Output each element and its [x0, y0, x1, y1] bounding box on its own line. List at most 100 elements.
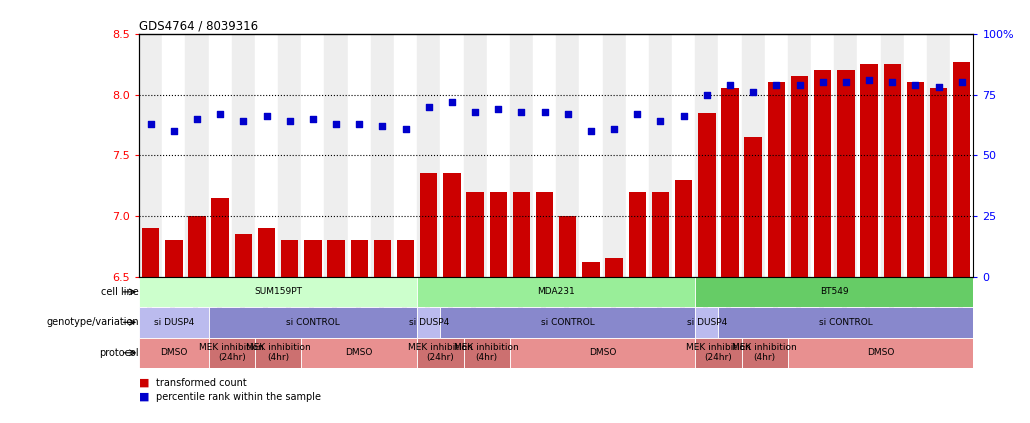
Text: si CONTROL: si CONTROL [286, 318, 340, 327]
Bar [163, 34, 185, 277]
Text: cell line: cell line [101, 287, 139, 297]
Point [351, 120, 368, 127]
Bar [791, 76, 809, 277]
Point [907, 82, 924, 88]
Bar [281, 240, 299, 277]
Point [281, 118, 298, 125]
Bar [652, 192, 670, 277]
Bar [742, 34, 764, 277]
Point [606, 125, 622, 132]
Bar [695, 307, 718, 338]
Text: DMSO: DMSO [867, 348, 894, 357]
Point [768, 82, 785, 88]
Bar [142, 228, 160, 277]
Bar [208, 34, 232, 277]
Bar [301, 338, 417, 368]
Text: si DUSP4: si DUSP4 [409, 318, 449, 327]
Bar [420, 173, 438, 277]
Bar [165, 240, 182, 277]
Bar [582, 262, 599, 277]
Point [629, 110, 646, 117]
Point [305, 115, 321, 122]
Bar [860, 64, 878, 277]
Bar [443, 173, 460, 277]
Bar [350, 240, 368, 277]
Bar [440, 34, 464, 277]
Bar [211, 198, 229, 277]
Bar [884, 64, 901, 277]
Text: percentile rank within the sample: percentile rank within the sample [156, 392, 320, 402]
Text: BT549: BT549 [820, 287, 849, 297]
Bar [464, 34, 486, 277]
Text: MEK inhibition
(4hr): MEK inhibition (4hr) [732, 343, 797, 362]
Text: MEK inhibition
(4hr): MEK inhibition (4hr) [454, 343, 519, 362]
Bar [906, 82, 924, 277]
Point [861, 77, 878, 83]
Bar [930, 88, 948, 277]
Point [513, 108, 529, 115]
Text: si DUSP4: si DUSP4 [687, 318, 727, 327]
Bar [857, 34, 881, 277]
Text: si DUSP4: si DUSP4 [153, 318, 194, 327]
Point [444, 99, 460, 105]
Bar [139, 277, 417, 307]
Bar [235, 234, 252, 277]
Bar [556, 34, 579, 277]
Point [212, 110, 229, 117]
Bar [513, 192, 530, 277]
Bar [417, 34, 441, 277]
Bar [139, 307, 208, 338]
Point [791, 82, 808, 88]
Text: transformed count: transformed count [156, 378, 246, 388]
Bar [764, 34, 788, 277]
Text: DMSO: DMSO [160, 348, 187, 357]
Bar [371, 34, 393, 277]
Bar [397, 240, 414, 277]
Bar [927, 34, 950, 277]
Bar [950, 34, 973, 277]
Text: ■: ■ [139, 378, 149, 388]
Text: MEK inhibition
(4hr): MEK inhibition (4hr) [246, 343, 310, 362]
Point [815, 79, 831, 86]
Point [467, 108, 483, 115]
Bar [718, 34, 742, 277]
Bar [788, 338, 973, 368]
Point [188, 115, 205, 122]
Bar [301, 34, 324, 277]
Bar [695, 338, 742, 368]
Point [398, 125, 414, 132]
Bar [393, 34, 417, 277]
Bar [486, 34, 510, 277]
Bar [232, 34, 255, 277]
Bar [536, 192, 553, 277]
Bar [718, 307, 973, 338]
Point [698, 91, 715, 98]
Bar [208, 338, 255, 368]
Bar [510, 34, 534, 277]
Bar [534, 34, 556, 277]
Bar [953, 62, 970, 277]
Bar [904, 34, 927, 277]
Point [559, 110, 576, 117]
Bar [510, 338, 695, 368]
Bar [559, 216, 577, 277]
Bar [742, 338, 788, 368]
Point [837, 79, 854, 86]
Text: protocol: protocol [100, 348, 139, 358]
Text: si CONTROL: si CONTROL [541, 318, 594, 327]
Text: MDA231: MDA231 [538, 287, 575, 297]
Bar [324, 34, 347, 277]
Bar [837, 70, 855, 277]
Point [722, 82, 739, 88]
Bar [139, 338, 208, 368]
Bar [675, 179, 692, 277]
Bar [347, 34, 371, 277]
Bar [188, 216, 206, 277]
Bar [185, 34, 208, 277]
Bar [417, 307, 441, 338]
Bar [695, 277, 973, 307]
Bar [721, 88, 739, 277]
Bar [698, 113, 716, 277]
Bar [788, 34, 811, 277]
Bar [489, 192, 507, 277]
